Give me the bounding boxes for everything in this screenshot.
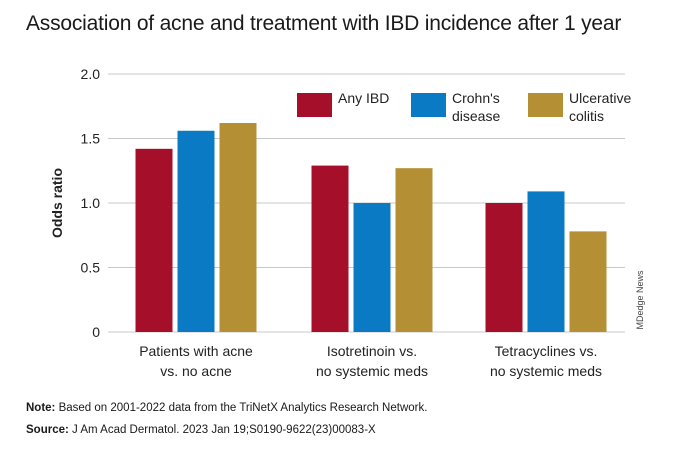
y-tick-label: 1.5 bbox=[81, 131, 101, 147]
bars bbox=[135, 123, 607, 333]
bar-crohn-s-disease-1 bbox=[177, 130, 215, 332]
legend-swatch bbox=[411, 93, 446, 117]
legend-swatch bbox=[528, 93, 563, 117]
category-label: Isotretinoin vs. bbox=[327, 343, 417, 359]
bar-any-ibd-3 bbox=[485, 203, 523, 332]
legend-label: disease bbox=[452, 108, 500, 124]
chart-title: Association of acne and treatment with I… bbox=[26, 12, 622, 35]
legend: Any IBD Crohn's disease Ulcerative colitis bbox=[297, 90, 631, 124]
source-label: Source: bbox=[26, 424, 69, 436]
note-label: Note: bbox=[26, 402, 56, 414]
category-label: no systemic meds bbox=[490, 363, 602, 379]
bar-ulcerative-colitis-3 bbox=[569, 231, 607, 332]
bar-crohn-s-disease-2 bbox=[353, 203, 391, 332]
category-label: no systemic meds bbox=[316, 363, 428, 379]
category-label: Tetracyclines vs. bbox=[495, 343, 598, 359]
bar-crohn-s-disease-3 bbox=[527, 191, 565, 332]
legend-swatch bbox=[297, 93, 332, 117]
legend-label: Crohn's bbox=[452, 90, 500, 106]
y-tick-label: 0.5 bbox=[81, 260, 101, 276]
y-axis-label: Odds ratio bbox=[49, 168, 65, 238]
note-text: Based on 2001-2022 data from the TriNetX… bbox=[58, 402, 428, 414]
legend-label: colitis bbox=[569, 108, 604, 124]
legend-label: Any IBD bbox=[338, 90, 389, 106]
source-text: J Am Acad Dermatol. 2023 Jan 19;S0190-96… bbox=[72, 424, 376, 436]
credit-label: MDedge News bbox=[635, 270, 645, 330]
note-footnote: Note: Based on 2001-2022 data from the T… bbox=[26, 402, 427, 414]
category-labels: Patients with acne vs. no acne Isotretinoi… bbox=[139, 343, 602, 379]
category-label: Patients with acne bbox=[139, 343, 253, 359]
y-tick-label: 0 bbox=[92, 324, 100, 340]
y-tick-label: 2.0 bbox=[81, 66, 101, 82]
y-tick-labels: 0 0.5 1.0 1.5 2.0 bbox=[81, 66, 101, 340]
y-tick-label: 1.0 bbox=[81, 195, 101, 211]
bar-any-ibd-2 bbox=[311, 165, 349, 332]
bar-ulcerative-colitis-2 bbox=[395, 168, 433, 332]
bar-any-ibd-1 bbox=[135, 148, 173, 332]
category-label: vs. no acne bbox=[160, 363, 232, 379]
legend-label: Ulcerative bbox=[569, 90, 631, 106]
bar-ulcerative-colitis-1 bbox=[219, 123, 257, 333]
source-footnote: Source: J Am Acad Dermatol. 2023 Jan 19;… bbox=[26, 424, 376, 436]
